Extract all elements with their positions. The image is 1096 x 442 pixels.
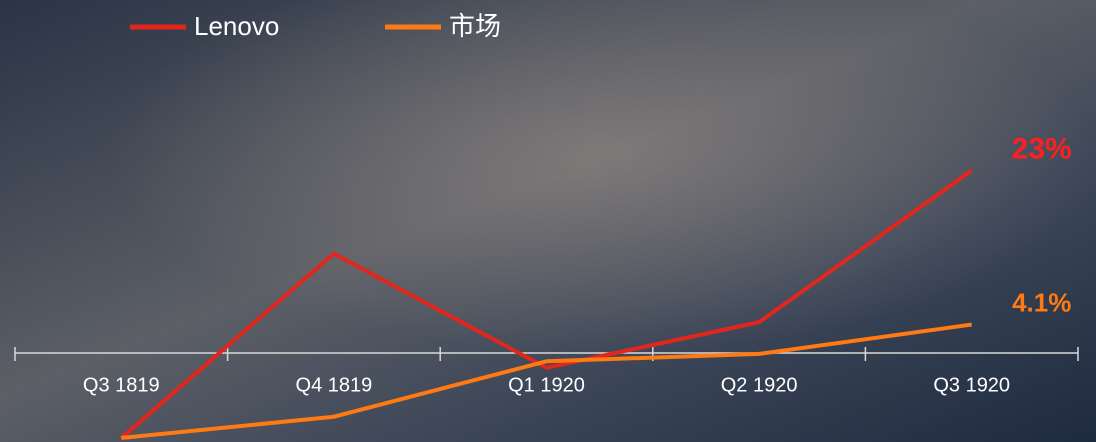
line-series xyxy=(119,168,973,440)
x-tick-label: Q4 1819 xyxy=(296,374,373,396)
x-tick-label: Q3 1819 xyxy=(83,374,160,396)
x-tick-label: Q1 1920 xyxy=(508,374,585,396)
x-tick-label: Q3 1920 xyxy=(933,374,1010,396)
x-tick-label: Q2 1920 xyxy=(721,374,798,396)
line-series xyxy=(121,322,972,440)
data-label: 4.1% xyxy=(1012,287,1071,317)
data-label: 23% xyxy=(1012,132,1072,165)
legend-label: Lenovo xyxy=(194,11,279,41)
legend-label: 市场 xyxy=(449,11,501,41)
